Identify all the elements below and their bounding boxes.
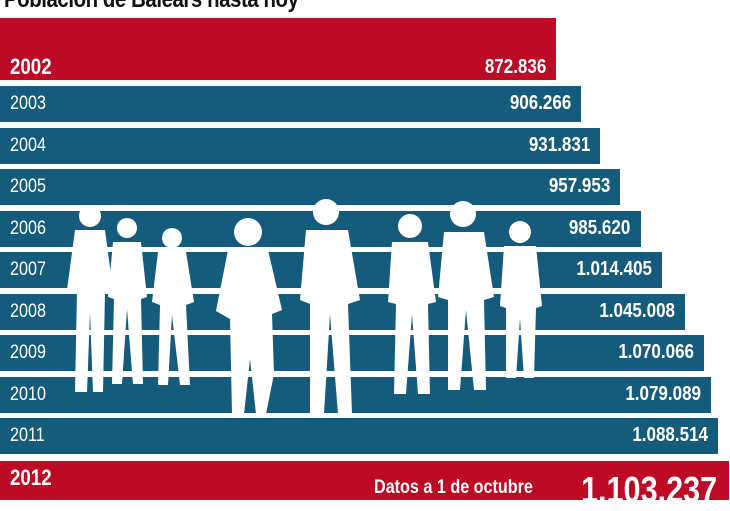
year-label: 2010	[10, 383, 46, 405]
year-label: 2003	[10, 93, 46, 114]
year-label: 2011	[10, 425, 45, 446]
value-label: 906.266	[509, 92, 572, 114]
year-label: 2009	[10, 342, 46, 363]
bar-2005: 2005 957.953	[0, 169, 620, 205]
year-label: 2007	[10, 259, 46, 280]
chart-title: Población de Balears hasta hoy	[4, 0, 299, 14]
value-label: 1.103.237	[580, 469, 718, 510]
value-label: 1.014.405	[576, 258, 653, 280]
year-label: 2005	[10, 176, 46, 197]
value-label: 1.079.089	[625, 382, 701, 405]
bar-2008: 2008 1.045.008	[0, 293, 686, 330]
year-label: 2008	[10, 300, 46, 322]
value-label: 957.953	[548, 175, 610, 197]
year-label: 2002	[10, 54, 52, 79]
date-note: Datos a 1 de octubre	[374, 477, 534, 498]
bar-2002: 2002 872.836	[0, 18, 556, 80]
bar-2004: 2004 931.831	[0, 127, 601, 164]
bar-2009: 2009 1.070.066	[0, 335, 705, 371]
value-label: 1.070.066	[618, 341, 695, 363]
bar-2012: Datos a 1 de octubre 2012 1.103.237	[0, 461, 730, 510]
year-label: 2004	[10, 134, 46, 156]
bar-2007: 2007 1.014.405	[0, 252, 663, 288]
year-label: 2012	[10, 465, 52, 490]
bar-2010: 2010 1.079.089	[0, 376, 711, 413]
bar-2011: 2011 1.088.514	[0, 418, 718, 454]
value-label: 872.836	[484, 56, 546, 78]
value-label: 1.045.008	[599, 299, 676, 322]
year-label: 2006	[10, 217, 46, 239]
value-label: 1.088.514	[632, 424, 708, 446]
value-label: 985.620	[569, 216, 631, 239]
bar-2003: 2003 906.266	[0, 86, 582, 122]
value-label: 931.831	[528, 133, 591, 156]
bar-2006: 2006 985.620	[0, 210, 641, 247]
